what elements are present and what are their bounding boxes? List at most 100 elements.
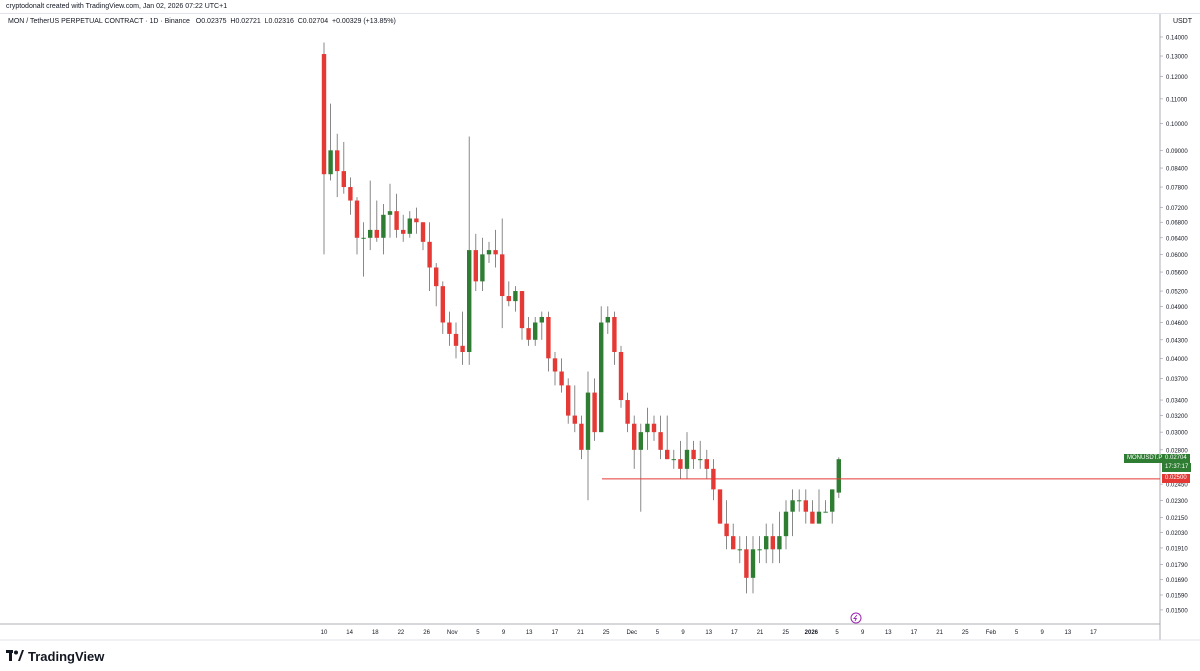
low-value: L0.02316 [264, 18, 294, 25]
x-tick-label: 21 [936, 630, 943, 636]
candle-down [526, 328, 531, 340]
candle-down [506, 296, 511, 302]
x-tick-label: 17 [911, 630, 918, 636]
candle-up [585, 392, 591, 450]
lightning-icon [850, 612, 862, 624]
candle-up [790, 500, 795, 512]
candle-down [500, 254, 505, 297]
y-tick-label: 0.01790 [1166, 563, 1188, 569]
x-tick-label: 13 [526, 630, 533, 636]
candle-down [612, 316, 617, 353]
candle-up [797, 500, 802, 502]
y-tick-label: 0.02150 [1166, 516, 1188, 522]
candle-down [625, 400, 630, 424]
candle-down [401, 229, 406, 234]
candle-up [467, 250, 472, 353]
y-tick-label: 0.04600 [1166, 321, 1188, 327]
y-tick-label: 0.02450 [1166, 483, 1188, 489]
y-tick-label: 0.01590 [1166, 593, 1188, 599]
x-tick-label: 10 [321, 630, 328, 636]
candle-down [354, 200, 360, 238]
y-tick-label: 0.13000 [1166, 55, 1188, 61]
brand-footer: TradingView [6, 646, 104, 666]
symbol-label[interactable]: MON / TetherUS PERPETUAL CONTRACT · 1D ·… [8, 18, 190, 25]
candle-down [678, 459, 683, 469]
candle-down [341, 171, 346, 188]
x-tick-label: 25 [782, 630, 789, 636]
x-tick-label: 5 [835, 630, 839, 636]
candle-up [513, 291, 518, 302]
candle-down [519, 291, 525, 329]
y-tick-label: 0.09000 [1166, 149, 1188, 155]
y-tick-label: 0.07200 [1166, 206, 1188, 212]
candle-down [770, 536, 775, 550]
candle-up [823, 511, 828, 513]
candle-down [348, 187, 353, 201]
y-tick-label: 0.03400 [1166, 399, 1188, 405]
candle-up [671, 459, 676, 461]
candle-down [665, 449, 670, 460]
candle-up [599, 322, 604, 433]
candle-down [447, 322, 452, 334]
x-tick-label: 26 [423, 630, 430, 636]
y-tick-label: 0.12000 [1166, 75, 1188, 81]
x-tick-label: 9 [681, 630, 685, 636]
x-tick-label: 14 [346, 630, 353, 636]
candle-up [480, 254, 485, 282]
candle-down [651, 423, 657, 433]
x-tick-label: Nov [447, 630, 458, 636]
candle-up [605, 316, 610, 323]
y-tick-label: 0.06800 [1166, 221, 1188, 227]
candle-down [427, 241, 432, 268]
x-tick-label: 9 [861, 630, 865, 636]
candle-down [803, 500, 808, 512]
candle-down [552, 358, 558, 372]
candle-down [460, 345, 465, 353]
candle-up [645, 423, 650, 433]
y-tick-label: 0.05600 [1166, 271, 1188, 277]
candle-down [559, 371, 564, 386]
level-price-tag: 0.02500 [1162, 474, 1190, 484]
candle-down [420, 222, 426, 242]
x-tick-label: 9 [502, 630, 506, 636]
candle-down [691, 449, 696, 460]
x-tick-label: Dec [626, 630, 637, 636]
x-tick-label: 13 [705, 630, 712, 636]
candle-down [724, 523, 729, 537]
y-tick-label: 0.06000 [1166, 253, 1188, 259]
candle-up [381, 214, 386, 238]
x-tick-label: 17 [1090, 630, 1097, 636]
candle-down [592, 392, 597, 433]
y-tick-label: 0.07800 [1166, 186, 1188, 192]
candle-down [321, 54, 327, 175]
candle-down [473, 250, 478, 282]
symbol-price-tag: MONUSDT.P [1124, 454, 1166, 464]
candle-down [394, 211, 399, 230]
candle-up [684, 449, 690, 469]
x-tick-label: 5 [1015, 630, 1019, 636]
candle-down [374, 229, 379, 238]
change-value: +0.00329 (+13.85%) [332, 18, 396, 25]
candle-up [539, 316, 544, 323]
y-tick-label: 0.14000 [1166, 36, 1188, 42]
x-tick-label: 25 [962, 630, 969, 636]
candle-up [830, 489, 835, 512]
candle-down [810, 511, 815, 524]
candle-down [414, 218, 419, 223]
candle-up [361, 237, 366, 239]
y-tick-label: 0.03700 [1166, 377, 1188, 383]
candle-up [757, 549, 762, 551]
candle-down [704, 459, 709, 469]
candle-up [328, 150, 333, 175]
x-tick-label: 13 [1065, 630, 1072, 636]
candle-up [836, 459, 841, 493]
y-tick-label: 0.01500 [1166, 608, 1188, 614]
x-tick-label: 2026 [805, 630, 819, 636]
candle-down [434, 267, 439, 287]
candle-up [486, 250, 492, 255]
candle-up [737, 549, 742, 551]
y-tick-label: 0.05200 [1166, 290, 1188, 296]
y-tick-label: 0.04300 [1166, 338, 1188, 344]
x-tick-label: 17 [552, 630, 559, 636]
